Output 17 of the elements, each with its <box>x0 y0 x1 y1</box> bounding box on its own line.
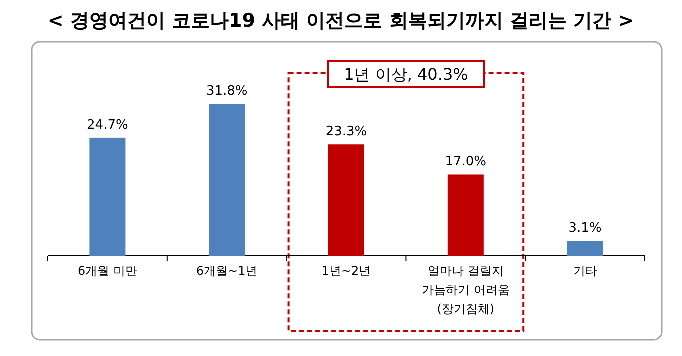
x-tick-label: 6개월~1년 <box>195 263 259 280</box>
x-tick-label: 얼마나 걸릴지 가늠하기 어려움(장기침체) <box>420 263 511 318</box>
data-label: 3.1% <box>568 221 602 236</box>
bar <box>567 241 604 256</box>
bar <box>90 138 126 256</box>
chart-title: < 경영여건이 코로나19 사태 이전으로 회복되기까지 걸리는 기간 > <box>48 10 634 32</box>
data-label: 23.3% <box>326 124 368 140</box>
data-label: 31.8% <box>206 84 248 99</box>
bar <box>448 174 484 256</box>
bar <box>328 144 364 256</box>
data-label: 17.0% <box>445 154 487 170</box>
x-tick-label: 1년~2년 <box>320 263 372 280</box>
x-tick-label: 6개월 미만 <box>76 263 138 280</box>
bar <box>209 104 246 256</box>
data-label: 24.7% <box>87 118 128 133</box>
text: 1년 이상, 40.3% <box>344 65 468 84</box>
x-tick-label: 기타 <box>572 263 598 280</box>
